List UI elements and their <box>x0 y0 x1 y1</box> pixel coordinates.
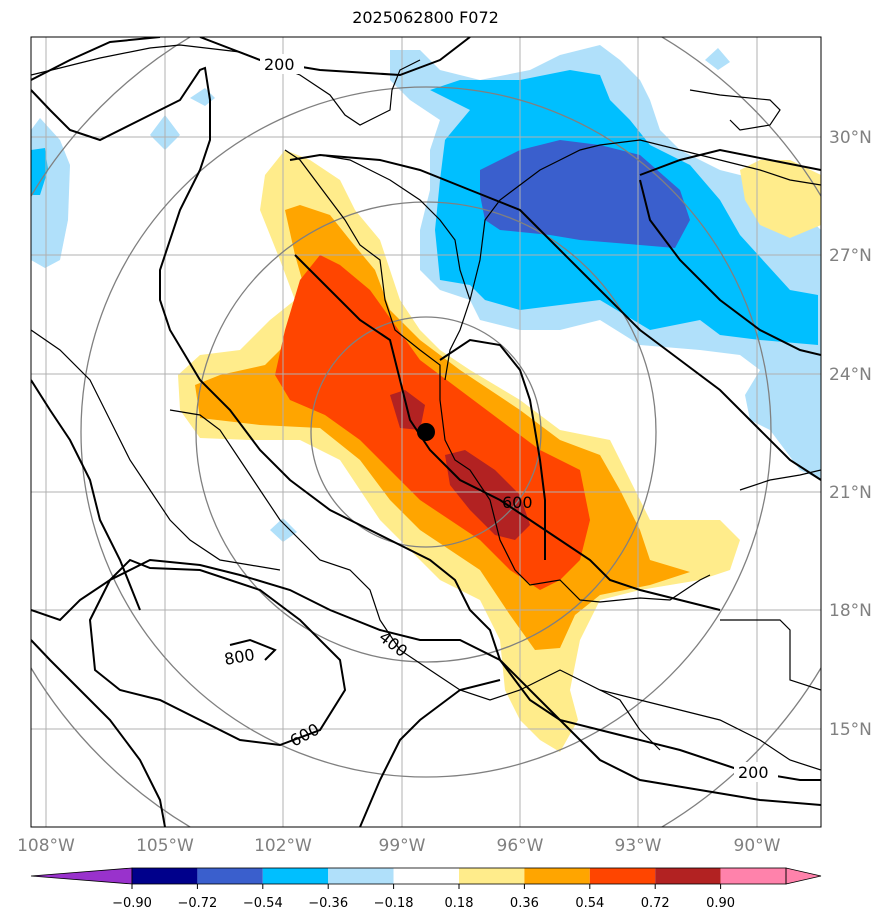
colorbar-tick-labels: −0.90 −0.72 −0.54 −0.36 −0.18 0.18 0.36 … <box>112 896 735 911</box>
cb-tick-label-1: −0.90 <box>112 896 152 911</box>
lon-label-108w: 108°W <box>17 836 75 856</box>
colorbar-bin-5 <box>393 868 459 884</box>
map-title: 2025062800 F072 <box>352 8 499 27</box>
colorbar-bin-3 <box>262 868 329 884</box>
lat-label-24n: 24°N <box>829 365 872 385</box>
colorbar-bin-2 <box>197 868 263 884</box>
contour-label-800: 800 <box>223 645 256 669</box>
cb-tick-label-2: −0.72 <box>177 896 217 911</box>
cb-tick-label-3: −0.54 <box>243 896 283 911</box>
lat-label-27n: 27°N <box>829 246 872 266</box>
colorbar-bin-4 <box>328 868 394 884</box>
lon-label-93w: 93°W <box>615 836 662 856</box>
lon-label-105w: 105°W <box>136 836 194 856</box>
graticule <box>31 37 821 827</box>
height-contours <box>31 37 821 827</box>
contour-label-200-south: 200 <box>738 763 769 782</box>
lon-label-96w: 96°W <box>497 836 544 856</box>
colorbar-bin-9 <box>655 868 721 884</box>
latitude-labels: 30°N 27°N 24°N 21°N 18°N 15°N <box>829 128 872 740</box>
cb-tick-label-10: 0.90 <box>706 896 735 911</box>
lon-label-99w: 99°W <box>379 836 426 856</box>
colorbar-bin-10 <box>720 868 786 884</box>
neg-anomaly-small-4 <box>705 48 730 70</box>
colorbar-bin-6 <box>459 868 525 884</box>
range-rings <box>31 37 821 827</box>
colorbar-bin-7 <box>524 868 590 884</box>
plot-frame <box>30 36 822 828</box>
cb-tick-label-4: −0.36 <box>308 896 348 911</box>
cb-tick-label-5: −0.18 <box>374 896 414 911</box>
pos-anomaly-max-2 <box>445 450 530 540</box>
colorbar <box>30 867 822 889</box>
lat-label-18n: 18°N <box>829 601 872 621</box>
colorbar-extend-high <box>785 867 822 885</box>
colorbar-bin-1 <box>132 868 198 884</box>
pos-anomaly-outer-ne <box>740 160 821 238</box>
cb-tick-label-7: 0.36 <box>510 896 539 911</box>
contour-label-400: 400 <box>375 627 411 661</box>
lat-label-15n: 15°N <box>829 720 872 740</box>
contour-label-600-center: 600 <box>502 493 533 512</box>
neg-anomaly-small-3 <box>190 88 215 106</box>
cb-tick-label-6: 0.18 <box>445 896 474 911</box>
cb-tick-label-9: 0.72 <box>641 896 670 911</box>
lat-label-30n: 30°N <box>829 128 872 148</box>
contour-label-600-west: 600 <box>287 719 323 750</box>
cb-tick-label-8: 0.54 <box>575 896 604 911</box>
contour-label-200-north: 200 <box>264 55 295 74</box>
colorbar-bin-8 <box>589 868 656 884</box>
lon-label-102w: 102°W <box>254 836 312 856</box>
lon-label-90w: 90°W <box>734 836 781 856</box>
colorbar-extend-low <box>30 867 133 885</box>
longitude-labels: 108°W 105°W 102°W 99°W 96°W 93°W 90°W <box>17 836 781 856</box>
coastlines <box>31 44 821 771</box>
neg-anomaly-mid-small <box>31 148 48 195</box>
storm-center-marker <box>417 423 435 441</box>
lat-label-21n: 21°N <box>829 483 872 503</box>
